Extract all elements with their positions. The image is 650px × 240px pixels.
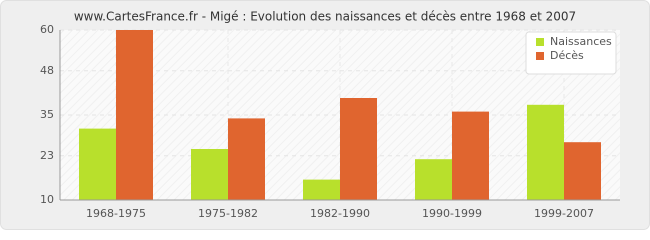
- bar: [527, 104, 564, 200]
- x-tick-label: 1982-1990: [310, 207, 370, 220]
- legend-swatch: [536, 52, 544, 60]
- chart: www.CartesFrance.fr - Migé : Evolution d…: [0, 0, 650, 230]
- x-tick-label: 1968-1975: [86, 207, 146, 220]
- bar: [79, 128, 116, 200]
- page: {"chart_data": {"type": "bar", "title": …: [0, 0, 650, 230]
- y-tick-label: 23: [40, 149, 54, 162]
- bar: [415, 159, 452, 200]
- legend-label: Décès: [550, 49, 584, 62]
- bar: [191, 149, 228, 200]
- x-tick-label: 1999-2007: [534, 207, 594, 220]
- bar: [452, 111, 489, 200]
- y-tick-label: 60: [40, 23, 54, 36]
- bar: [116, 30, 153, 200]
- x-tick-label: 1975-1982: [198, 207, 258, 220]
- chart-title: www.CartesFrance.fr - Migé : Evolution d…: [74, 10, 576, 24]
- legend-label: Naissances: [550, 35, 612, 48]
- bar: [564, 142, 601, 200]
- y-tick-label: 35: [40, 108, 54, 121]
- legend-swatch: [536, 38, 544, 46]
- x-tick-label: 1990-1999: [422, 207, 482, 220]
- legend-box: [525, 31, 617, 75]
- bar: [303, 179, 340, 200]
- bar: [228, 118, 265, 200]
- y-tick-label: 48: [40, 64, 54, 77]
- bar: [340, 98, 377, 200]
- y-tick-label: 10: [40, 193, 54, 206]
